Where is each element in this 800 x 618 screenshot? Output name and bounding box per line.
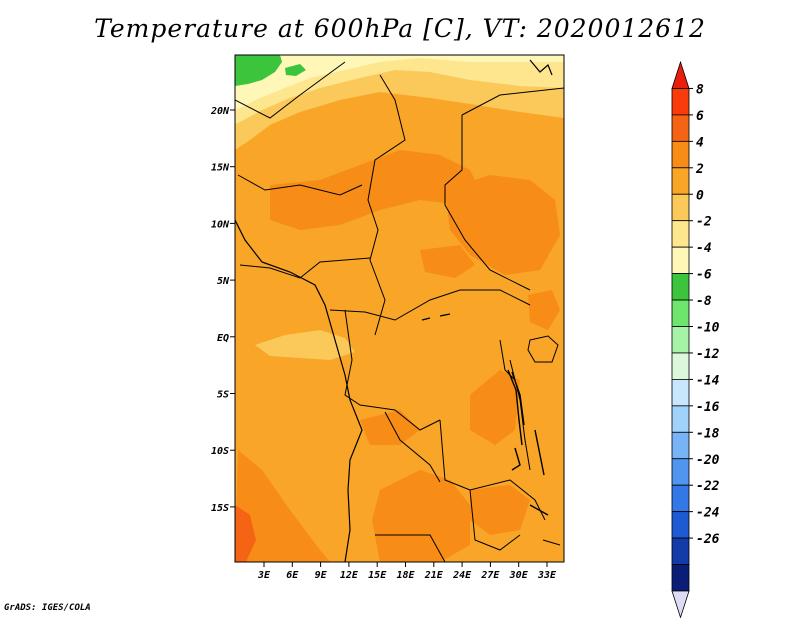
colorbar-label: -10 xyxy=(696,321,720,336)
colorbar-box xyxy=(671,405,690,433)
field-cool-pocket xyxy=(255,330,355,360)
colorbar-label: -24 xyxy=(696,506,720,521)
lat-label: 20N xyxy=(210,106,230,117)
field-m4-to-m2 xyxy=(235,55,564,110)
colorbar-top-arrow xyxy=(671,60,690,89)
field-m6-to-m4-spot xyxy=(285,64,306,76)
map-frame xyxy=(234,54,565,563)
colorbar-box xyxy=(671,193,690,222)
colorbar-box xyxy=(671,273,690,301)
lon-label: 15E xyxy=(368,570,387,581)
colorbar-box xyxy=(671,378,690,407)
colorbar-box xyxy=(671,220,690,248)
lake-victoria xyxy=(527,335,559,363)
field-6-to-8 xyxy=(235,505,256,562)
lat-label: 10N xyxy=(211,219,230,230)
lon-label: 30E xyxy=(509,570,529,581)
longitude-axis: 3E 6E 9E 12E 15E 18E 21E 24E 27E 30E 33E xyxy=(257,562,557,581)
colorbar-box xyxy=(671,352,690,380)
lon-label: 9E xyxy=(315,570,328,581)
lon-label: 21E xyxy=(424,570,444,581)
coastline xyxy=(235,59,553,562)
colorbar-label: -18 xyxy=(696,426,720,441)
colorbar-box xyxy=(671,114,690,142)
temperature-field xyxy=(235,55,564,562)
colorbar-label: -26 xyxy=(696,532,720,547)
colorbar-label: -16 xyxy=(696,400,720,415)
colorbar-label: -22 xyxy=(696,479,720,494)
field-2-to-4 xyxy=(235,55,564,562)
colorbar-box xyxy=(671,511,690,539)
colorbar-label: 8 xyxy=(696,82,704,97)
colorbar-box xyxy=(671,246,690,274)
latitude-axis: 20N 15N 10N 5N EQ 5S 10S 15S xyxy=(210,106,235,514)
colorbar-box xyxy=(671,431,690,460)
lat-label: 15S xyxy=(211,503,229,514)
lat-label: 5N xyxy=(217,276,230,287)
colorbar-box xyxy=(671,326,690,354)
colorbar-label: -20 xyxy=(696,453,720,468)
colorbar: 8 6 4 2 0 -2 -4 -6 -8 -10 -12 -14 -16 -18 -20 -22 -24 -26 xyxy=(671,60,720,618)
colorbar-box xyxy=(671,167,690,195)
lon-label: 6E xyxy=(286,570,299,581)
colorbar-label: -6 xyxy=(696,268,712,283)
colorbar-label: 6 xyxy=(696,109,704,124)
colorbar-box xyxy=(671,299,690,327)
lon-label: 27E xyxy=(480,570,500,581)
lon-label: 3E xyxy=(257,570,271,581)
colorbar-box xyxy=(671,537,690,565)
colorbar-box xyxy=(671,88,690,116)
colorbar-box xyxy=(671,564,690,592)
colorbar-box xyxy=(671,484,690,513)
lat-label: EQ xyxy=(217,333,229,344)
colorbar-bottom-arrow xyxy=(671,590,690,618)
colorbar-label: -4 xyxy=(696,241,712,256)
lon-label: 12E xyxy=(340,570,359,581)
field-m6-to-m4 xyxy=(235,55,282,86)
colorbar-label: 0 xyxy=(696,188,704,203)
lon-label: 18E xyxy=(396,570,415,581)
lat-label: 15N xyxy=(211,163,230,174)
chart-title: Temperature at 600hPa [C], VT: 202001261… xyxy=(94,14,706,43)
colorbar-box xyxy=(671,458,690,486)
colorbar-box xyxy=(671,140,690,169)
colorbar-label: 2 xyxy=(695,162,704,177)
colorbar-label: -8 xyxy=(696,294,712,309)
colorbar-label: 4 xyxy=(696,135,704,150)
lat-label: 5S xyxy=(217,390,229,401)
grads-credit: GrADS: IGES/COLA xyxy=(4,603,91,613)
colorbar-label: -12 xyxy=(696,347,720,362)
lon-label: 33E xyxy=(537,570,557,581)
lat-label: 10S xyxy=(211,446,229,457)
colorbar-label: -2 xyxy=(696,215,712,230)
lon-label: 24E xyxy=(452,570,472,581)
colorbar-label: -14 xyxy=(696,373,720,388)
country-borders xyxy=(235,61,564,562)
lakes xyxy=(421,313,549,516)
